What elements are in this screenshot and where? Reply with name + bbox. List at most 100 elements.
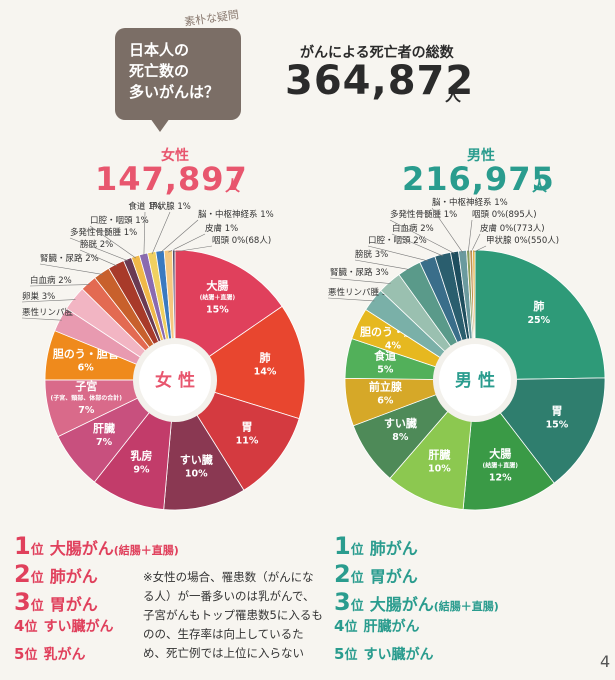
slice-label: 脳・中枢神経系 1%	[198, 209, 274, 220]
svg-text:10%: 10%	[428, 464, 451, 475]
slice-label: 肝臓 10%	[428, 448, 451, 475]
rank-item: 2位 肺がん	[14, 560, 98, 588]
slice-label: 肺 25%	[527, 299, 550, 326]
rank-number: 3	[14, 588, 31, 616]
rank-number: 4	[334, 617, 345, 635]
leader-line	[151, 211, 171, 255]
svg-text:15%: 15%	[206, 304, 229, 315]
leader-line	[168, 233, 206, 253]
male-total: 216,975	[402, 160, 555, 198]
leader-line	[467, 219, 473, 253]
rank-name: 肺がん	[49, 567, 98, 586]
bubble-tail	[150, 118, 170, 132]
slice-label: 前立腺 6%	[369, 380, 403, 407]
slice-label: 多発性骨髄腫 1%	[70, 227, 137, 238]
slice-label: 大腸(結腸＋直腸) 15%	[200, 278, 236, 315]
question-line: 日本人の	[129, 41, 190, 59]
rank-number: 2	[14, 560, 31, 588]
pie-slice	[474, 249, 606, 381]
question-line: 死亡数の	[129, 62, 190, 80]
svg-text:15%: 15%	[546, 420, 569, 431]
total-label: がんによる死亡者の総数	[300, 45, 454, 61]
svg-text:乳房: 乳房	[130, 449, 152, 463]
slice-label: 皮膚 0%(773人)	[480, 223, 545, 234]
leader-line	[431, 207, 463, 253]
leader-line	[29, 284, 90, 287]
leader-line	[470, 233, 481, 253]
svg-text:大腸: 大腸	[489, 446, 511, 460]
slice-label: すい臓 8%	[384, 416, 417, 443]
svg-text:12%: 12%	[489, 472, 512, 483]
leader-line	[21, 317, 62, 321]
rank-name: 乳がん	[43, 647, 86, 663]
svg-text:すい臓: すい臓	[180, 452, 213, 466]
leader-line	[389, 219, 455, 254]
donut-hole	[139, 344, 211, 416]
question-tag: 素朴な疑問	[183, 8, 240, 29]
rank-number: 5	[14, 645, 25, 663]
leader-line	[39, 263, 103, 275]
svg-text:4%: 4%	[385, 341, 402, 352]
slice-label: 卵巣 3%	[22, 291, 55, 302]
svg-text:25%: 25%	[527, 315, 550, 326]
svg-text:14%: 14%	[254, 366, 277, 377]
slice-label: 肝臓 7%	[93, 421, 115, 448]
rank-name: すい臓がん	[43, 619, 114, 635]
slice-label: 胃 11%	[236, 421, 259, 447]
slice-label: 脳・中枢神経系 1%	[432, 197, 508, 208]
rank-suffix: 位	[30, 599, 44, 614]
slice-label: 子宮(子宮、頸部、体部の合計) 7%	[51, 379, 123, 416]
rank-number: 5	[334, 645, 345, 663]
svg-text:肝臓: 肝臓	[93, 421, 115, 435]
rank-number: 3	[334, 588, 351, 616]
rank-suffix: 位	[30, 543, 44, 558]
slice-label: 白血病 2%	[30, 275, 72, 286]
footnote: ※女性の場合、罹患数（がんになる人）が一番多いのは乳がんで、子宮がんもトップ罹患…	[143, 570, 323, 660]
svg-text:11%: 11%	[236, 436, 259, 447]
leader-line	[21, 299, 76, 303]
female-label: 女性	[161, 148, 189, 164]
leader-line	[354, 259, 411, 270]
slice-label: 胃 15%	[546, 405, 569, 431]
slice-label: 口腔・咽頭 2%	[368, 235, 427, 246]
rank-suffix: 位	[30, 571, 44, 586]
leader-line	[89, 225, 137, 259]
rank-item: 5位 すい臓がん	[334, 644, 433, 664]
svg-text:(結腸＋直腸): (結腸＋直腸)	[200, 293, 236, 301]
svg-text:肺: 肺	[533, 299, 544, 313]
slice-label: 悪性リンパ腫 3%	[22, 307, 89, 318]
rank-name: 大腸がん	[369, 595, 434, 614]
rank-suffix: 位	[344, 648, 358, 663]
rank-item: 3位 胃がん	[14, 588, 98, 616]
rank-name: 大腸がん	[49, 539, 114, 558]
slice-label: 膀胱 3%	[355, 249, 388, 260]
slice-label: すい臓 10%	[180, 452, 213, 479]
svg-text:7%: 7%	[96, 437, 113, 448]
rank-subtitle: (結腸＋直腸)	[113, 544, 179, 557]
rank-subtitle: (結腸＋直腸)	[433, 600, 499, 613]
slice-label: 甲状腺 1%	[149, 201, 191, 212]
pie-center-label: 男 性	[455, 370, 495, 391]
rank-item: 2位 胃がん	[334, 560, 418, 588]
slice-label: 皮膚 1%	[205, 223, 238, 234]
rank-item: 4位 肝臓がん	[334, 616, 419, 636]
leader-line	[367, 245, 429, 262]
rank-name: すい臓がん	[363, 647, 434, 663]
leader-line	[159, 219, 199, 254]
svg-text:肝臓: 肝臓	[428, 448, 450, 462]
svg-text:(結腸＋直腸): (結腸＋直腸)	[483, 461, 519, 469]
slice-label: 肺 14%	[254, 350, 277, 377]
svg-text:10%: 10%	[185, 468, 208, 479]
svg-text:子宮: 子宮	[75, 379, 97, 393]
svg-text:6%: 6%	[78, 362, 95, 373]
rank-item: 3位 大腸がん(結腸＋直腸)	[334, 588, 499, 616]
slice-label: 白血病 2%	[392, 223, 434, 234]
svg-text:7%: 7%	[78, 405, 95, 416]
svg-text:胃: 胃	[242, 421, 253, 434]
leader-line	[329, 277, 391, 284]
rank-number: 2	[334, 560, 351, 588]
slice-label: 悪性リンパ腫 3%	[328, 287, 395, 298]
rank-suffix: 位	[350, 599, 364, 614]
male-label: 男性	[467, 148, 495, 164]
slice-label: 口腔・咽頭 1%	[90, 215, 149, 226]
